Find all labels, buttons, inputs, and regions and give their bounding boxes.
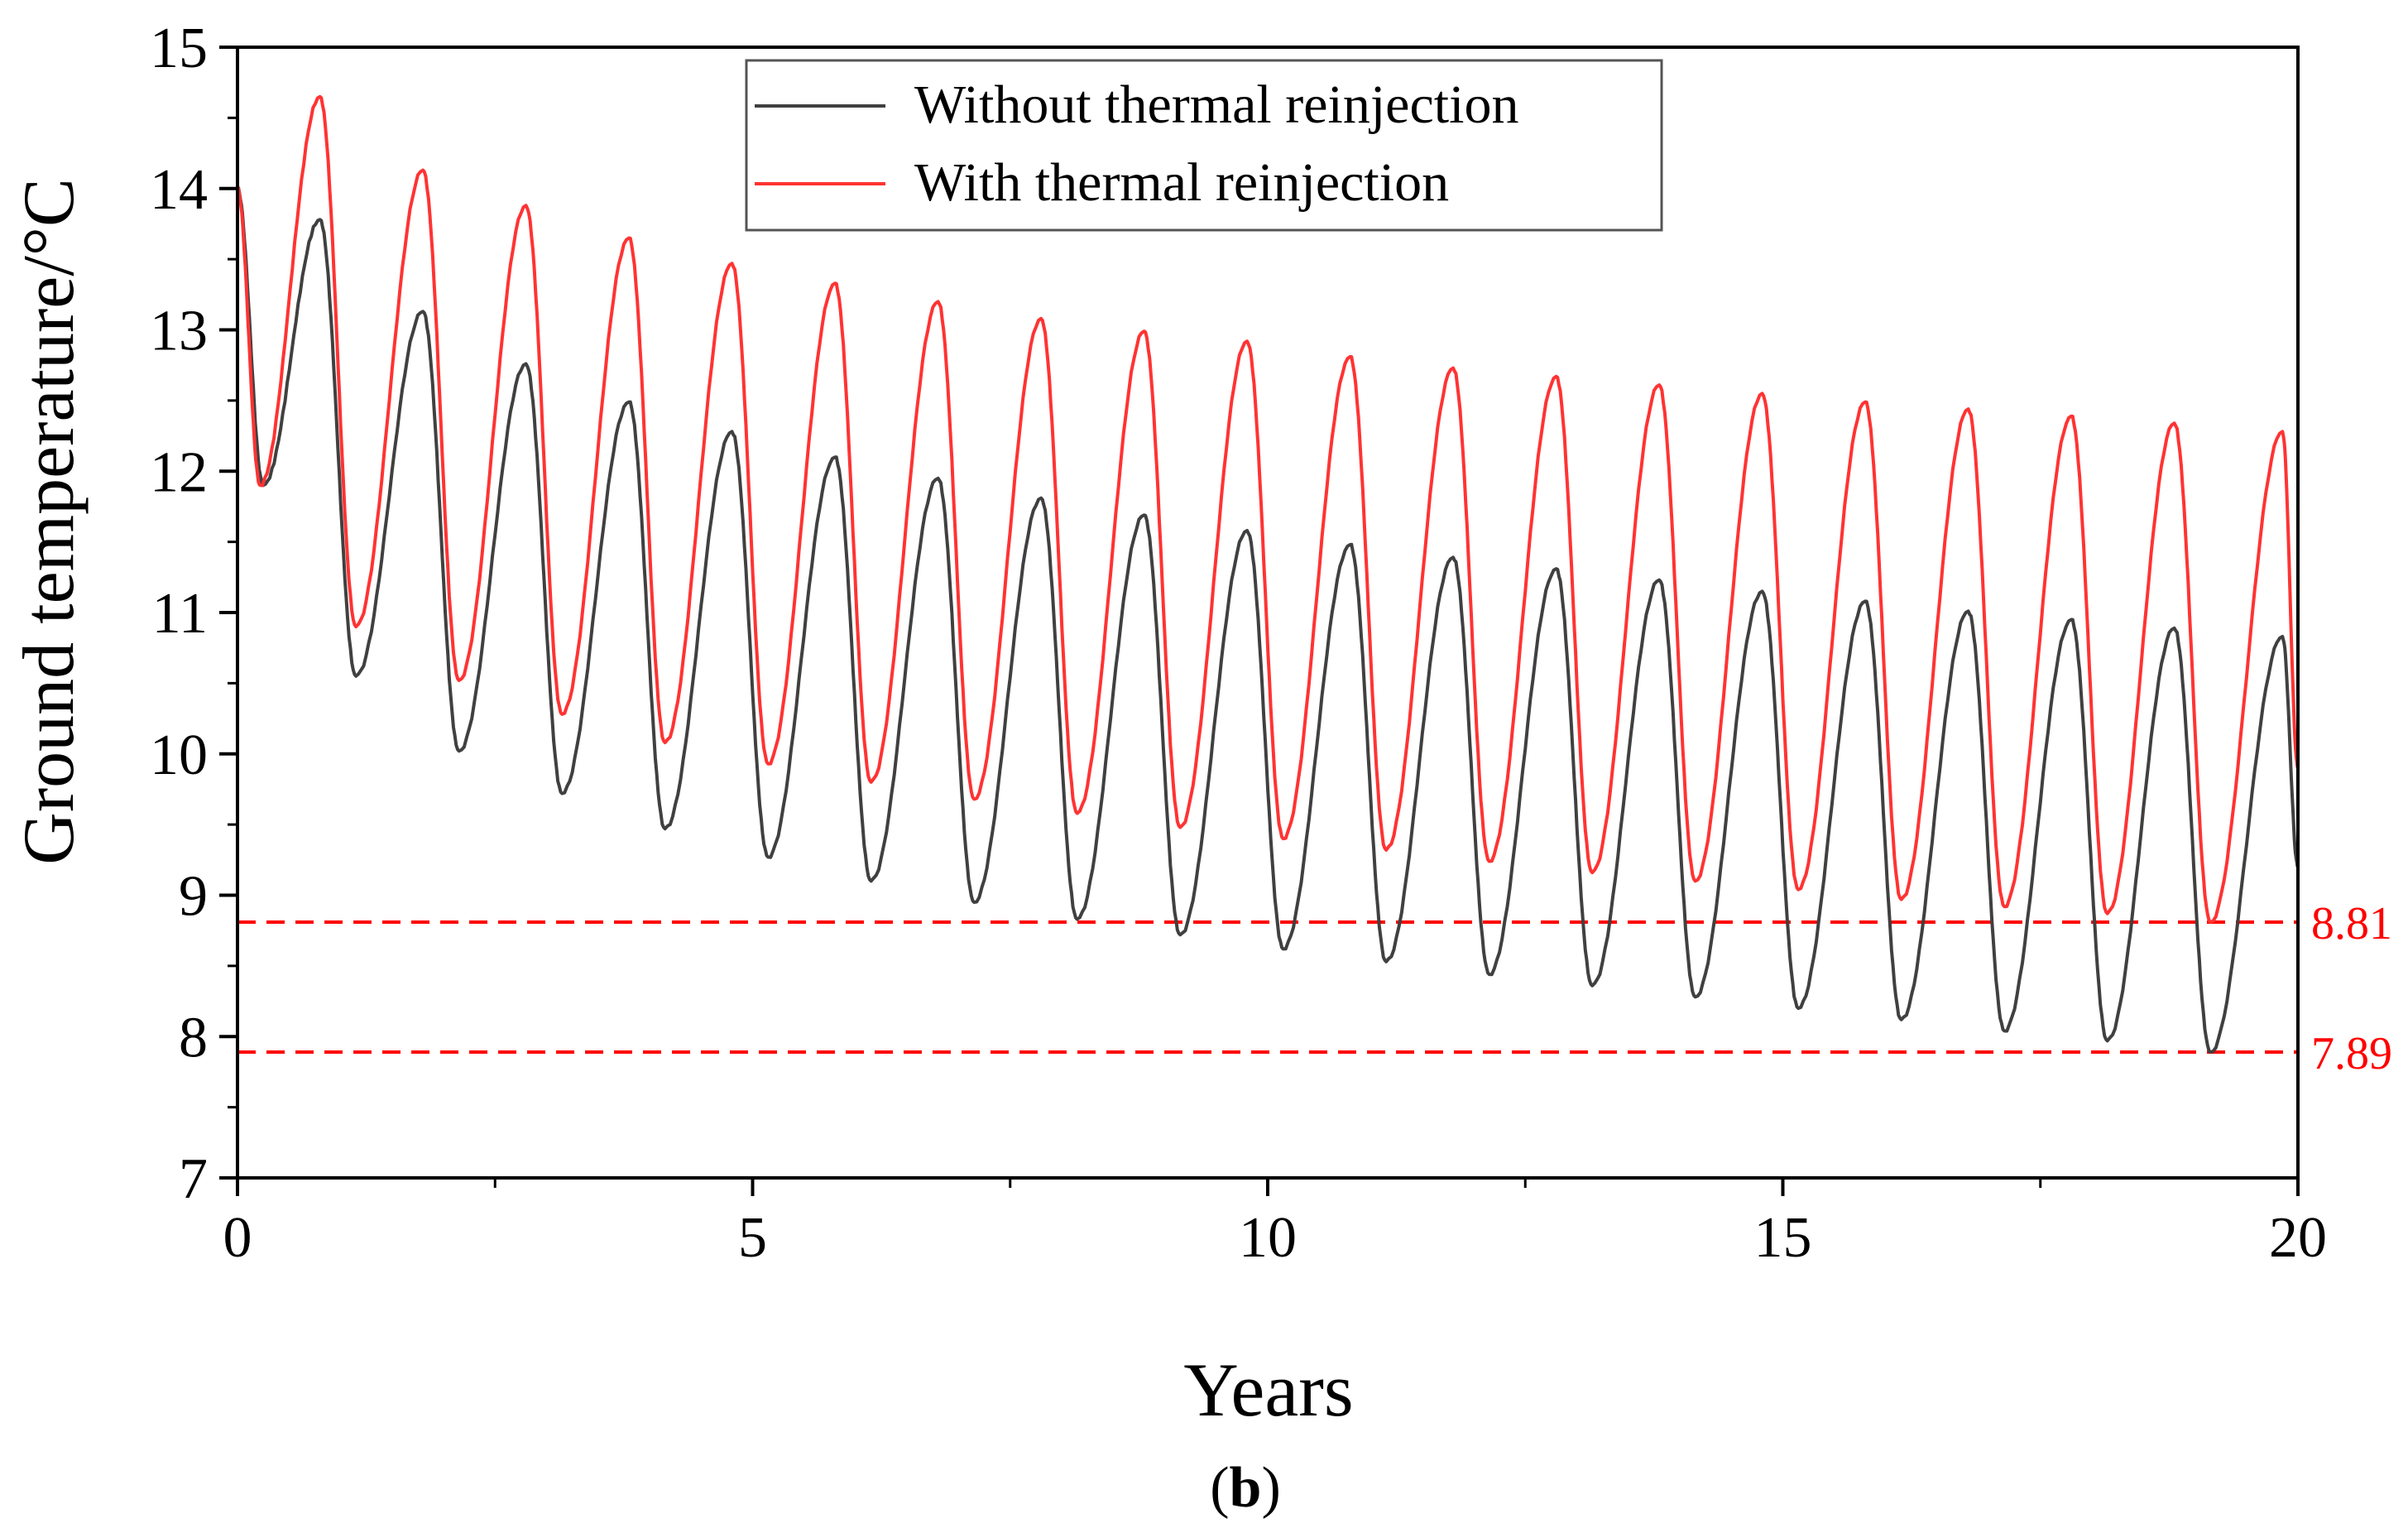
y-tick-label: 7 <box>179 1147 208 1211</box>
y-tick-label: 11 <box>152 582 208 646</box>
panel-label-letter: b <box>1230 1456 1262 1520</box>
y-tick-label: 13 <box>150 300 208 363</box>
x-tick-label: 0 <box>223 1206 252 1270</box>
legend: Without thermal reinjection With thermal… <box>745 59 1663 232</box>
x-tick-label: 10 <box>1239 1206 1297 1270</box>
x-axis-title: Years <box>1183 1348 1353 1432</box>
series-line-1 <box>236 94 2300 924</box>
y-axis-title: Ground temperature/°C <box>9 178 89 864</box>
legend-label-with: With thermal reinjection <box>914 152 1449 213</box>
y-tick-label: 8 <box>179 1006 208 1069</box>
x-tick-label: 5 <box>738 1206 767 1270</box>
y-tick-label: 9 <box>179 865 208 929</box>
x-tick-label: 15 <box>1754 1206 1812 1270</box>
legend-label-without: Without thermal reinjection <box>914 74 1518 135</box>
y-tick-label: 12 <box>150 440 208 504</box>
reference-labels: 8.81 7.89 <box>2311 898 2392 1079</box>
y-tick-label: 15 <box>150 17 208 80</box>
reference-label: 8.81 <box>2311 898 2392 949</box>
panel-label: (b) <box>1210 1456 1281 1520</box>
reference-lines <box>237 920 2298 1055</box>
y-tick-label: 10 <box>150 723 208 787</box>
x-tick-label: 20 <box>2269 1206 2327 1270</box>
reference-label: 7.89 <box>2311 1028 2392 1079</box>
series-lines <box>236 94 2300 1054</box>
legend-box <box>745 59 1663 232</box>
series-line-0 <box>236 186 2300 1054</box>
axis-ticks: 0 5 10 15 20 7 8 9 10 11 12 13 14 15 <box>150 17 2327 1270</box>
y-tick-label: 14 <box>150 158 208 222</box>
